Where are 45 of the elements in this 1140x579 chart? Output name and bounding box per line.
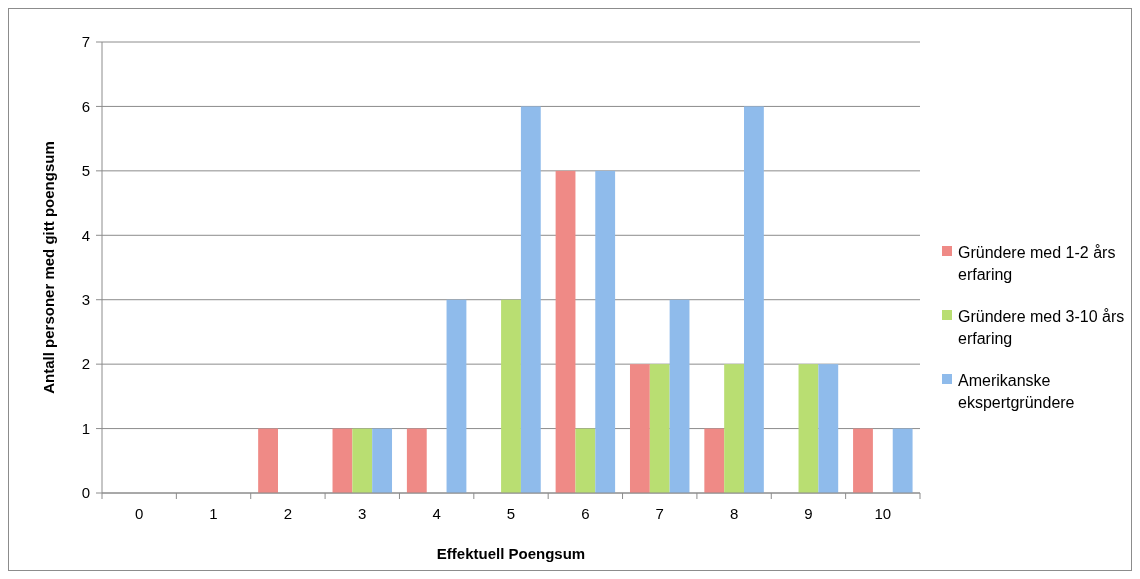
- y-tick-label: 1: [81, 419, 90, 437]
- bar: [798, 364, 819, 493]
- bar: [892, 428, 913, 493]
- x-tick-label: 9: [804, 505, 813, 522]
- bar: [744, 106, 764, 493]
- bar: [372, 428, 393, 493]
- x-tick-label: 10: [874, 505, 892, 522]
- bar: [555, 170, 576, 493]
- y-tick-label: 0: [81, 484, 90, 502]
- x-axis-title: Effektuell Poengsum: [436, 545, 586, 562]
- x-tick-label: 4: [432, 505, 441, 522]
- bar: [352, 428, 373, 493]
- y-tick-label: 4: [81, 226, 90, 244]
- bar: [818, 364, 839, 493]
- bar: [406, 428, 427, 493]
- bar: [258, 428, 278, 493]
- bar: [501, 299, 521, 493]
- x-tick-label: 0: [135, 505, 144, 522]
- x-tick-label: 5: [506, 505, 516, 522]
- bar: [853, 428, 873, 493]
- bar: [520, 106, 541, 493]
- bar: [704, 428, 725, 493]
- bar: [629, 364, 650, 493]
- y-axis-title: Antall personer med gitt poengsum: [40, 141, 57, 394]
- legend-label: Gründere med 3-10 års erfaring: [958, 307, 1125, 347]
- bar: [332, 428, 353, 493]
- bar: [724, 364, 745, 493]
- x-tick-label: 7: [655, 505, 664, 522]
- y-tick-label: 5: [81, 162, 90, 180]
- x-tick-label: 1: [209, 505, 218, 522]
- legend-label: Amerikanske ekspertgründere: [958, 371, 1075, 411]
- bar: [446, 299, 467, 493]
- y-tick-label: 2: [81, 355, 90, 373]
- y-tick-label: 7: [81, 33, 90, 51]
- bar: [595, 170, 616, 493]
- bar: [649, 364, 670, 493]
- x-tick-label: 6: [581, 505, 590, 522]
- x-tick-label: 2: [283, 505, 293, 522]
- x-tick-label: 8: [729, 505, 739, 522]
- bar: [575, 428, 596, 493]
- x-tick-label: 3: [358, 505, 367, 522]
- y-tick-label: 6: [81, 97, 90, 115]
- legend-label: Gründere med 1-2 års erfaring: [958, 243, 1116, 283]
- bar: [669, 299, 690, 493]
- y-tick-label: 3: [81, 290, 90, 308]
